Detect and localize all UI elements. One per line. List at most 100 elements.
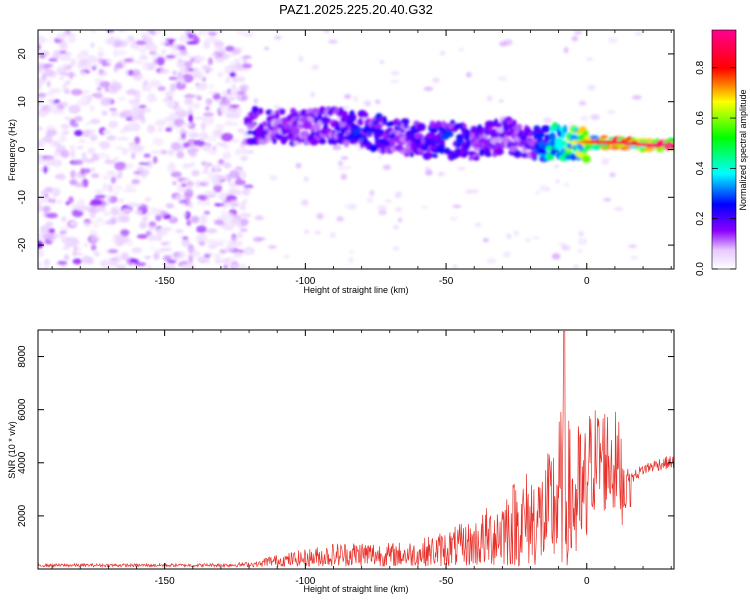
spectrogram-cell bbox=[71, 209, 84, 218]
spectrogram-cell bbox=[496, 127, 505, 133]
spectrogram-cell bbox=[503, 39, 513, 46]
spectrogram-cell bbox=[117, 215, 130, 223]
spectrogram-cell bbox=[90, 167, 96, 173]
spectrogram-cell bbox=[642, 137, 648, 141]
spectrogram-cell bbox=[242, 57, 248, 65]
spectrogram-cell bbox=[125, 183, 136, 190]
spectrogram-cell bbox=[246, 249, 252, 255]
spectrogram-cell bbox=[52, 71, 65, 75]
spectrogram-cell bbox=[123, 58, 134, 63]
spectrogram-cell bbox=[439, 146, 445, 154]
spectrogram-cell bbox=[254, 215, 264, 221]
spectrogram-cell bbox=[240, 67, 251, 72]
spectrogram-cell bbox=[196, 180, 201, 188]
spectrogram-cell bbox=[397, 217, 403, 223]
spectrogram-cell bbox=[114, 205, 120, 211]
spectrogram-cell bbox=[377, 205, 387, 212]
spectrogram-cell bbox=[188, 114, 194, 123]
spectrogram-cell bbox=[101, 97, 113, 106]
spectrogram-cell bbox=[455, 138, 465, 145]
spectrogram-cell bbox=[147, 160, 153, 169]
spectrogram-cell bbox=[99, 81, 111, 88]
spectrogram-cell bbox=[250, 121, 256, 128]
spectrogram-cell bbox=[198, 233, 208, 243]
spectrogram-cell bbox=[150, 150, 163, 155]
spectrogram-cell bbox=[213, 183, 223, 193]
spectrogram-cell bbox=[176, 61, 181, 68]
spectrogram-cell bbox=[181, 260, 188, 266]
spectrogram-cell bbox=[184, 94, 196, 98]
spectrogram-cell bbox=[234, 59, 241, 63]
spectrogram-cell bbox=[90, 105, 95, 112]
spectrogram-x-axis-title: Height of straight line (km) bbox=[303, 285, 408, 295]
spectrogram-cell bbox=[196, 255, 209, 262]
spectrogram-cell bbox=[166, 57, 173, 62]
spectrogram-cell bbox=[136, 234, 149, 239]
spectrogram-cell bbox=[513, 150, 522, 158]
spectrogram-cell bbox=[177, 71, 183, 80]
spectrogram-cell bbox=[462, 123, 467, 129]
spectrogram-cell bbox=[101, 59, 108, 67]
spectrogram-cell bbox=[61, 225, 70, 231]
spectrogram-cell bbox=[83, 221, 91, 228]
spectrogram-cell bbox=[61, 124, 70, 130]
x-tick-label: -150 bbox=[155, 576, 175, 587]
spectrogram-cell bbox=[187, 147, 197, 155]
spectrogram-cell bbox=[89, 118, 101, 124]
spectrogram-cell bbox=[199, 195, 207, 201]
spectrogram-cell bbox=[352, 95, 359, 103]
spectrogram-cell bbox=[416, 122, 426, 132]
spectrogram-cell bbox=[450, 216, 458, 221]
spectrogram-cell bbox=[122, 208, 133, 213]
spectrogram-cell bbox=[127, 69, 134, 76]
spectrogram-cell bbox=[185, 110, 195, 115]
spectrogram-cell bbox=[219, 249, 227, 254]
spectrogram-cell bbox=[470, 125, 478, 134]
spectrogram-cell bbox=[203, 210, 211, 215]
spectrogram-cell bbox=[224, 120, 234, 127]
spectrogram-cell bbox=[203, 190, 216, 197]
spectrogram-cell bbox=[135, 60, 143, 64]
spectrogram-cell bbox=[238, 169, 245, 173]
spectrogram-cell bbox=[403, 121, 409, 129]
spectrogram-cell bbox=[38, 157, 43, 164]
spectrogram-cell bbox=[149, 62, 157, 71]
spectrogram-cell bbox=[85, 55, 97, 64]
spectrogram-cell bbox=[384, 199, 393, 203]
colorbar-tick-label: 0.6 bbox=[695, 111, 706, 125]
spectrogram-cell bbox=[295, 162, 302, 169]
spectrogram-cell bbox=[324, 117, 332, 124]
spectrogram-cell bbox=[90, 30, 97, 34]
x-tick-label: -50 bbox=[439, 576, 454, 587]
spectrogram-cell bbox=[380, 60, 384, 64]
spectrogram-cell bbox=[92, 93, 97, 97]
spectrogram-cell bbox=[237, 95, 243, 101]
spectrogram-cell bbox=[439, 139, 445, 147]
spectrogram-cell bbox=[432, 77, 440, 83]
spectrogram-cell bbox=[163, 241, 172, 245]
spectrogram-cell bbox=[107, 86, 119, 94]
spectrogram-cell bbox=[87, 147, 96, 155]
spectrogram-cell bbox=[311, 64, 320, 71]
spectrogram-cell bbox=[76, 52, 84, 60]
spectrogram-cell bbox=[243, 184, 254, 189]
spectrogram-cell bbox=[114, 146, 126, 150]
y-tick-label: 8000 bbox=[17, 345, 28, 368]
spectrogram-cell bbox=[318, 138, 327, 145]
spectrogram-cell bbox=[149, 246, 155, 251]
spectrogram-cell bbox=[236, 231, 243, 239]
spectrogram-cell bbox=[115, 236, 127, 245]
spectrogram-cell bbox=[157, 127, 163, 133]
spectrogram-cell bbox=[382, 164, 391, 171]
spectrogram-cell bbox=[110, 110, 118, 117]
spectrogram-cell bbox=[204, 252, 215, 256]
spectrogram-cell bbox=[96, 204, 101, 213]
spectrogram-cell bbox=[214, 45, 225, 53]
spectrogram-cell bbox=[186, 41, 198, 45]
spectrogram-cell bbox=[43, 157, 56, 164]
spectrogram-cell bbox=[60, 175, 66, 179]
spectrogram-cell bbox=[233, 251, 243, 258]
spectrogram-cell bbox=[147, 226, 155, 230]
spectrogram-cell bbox=[111, 176, 116, 184]
